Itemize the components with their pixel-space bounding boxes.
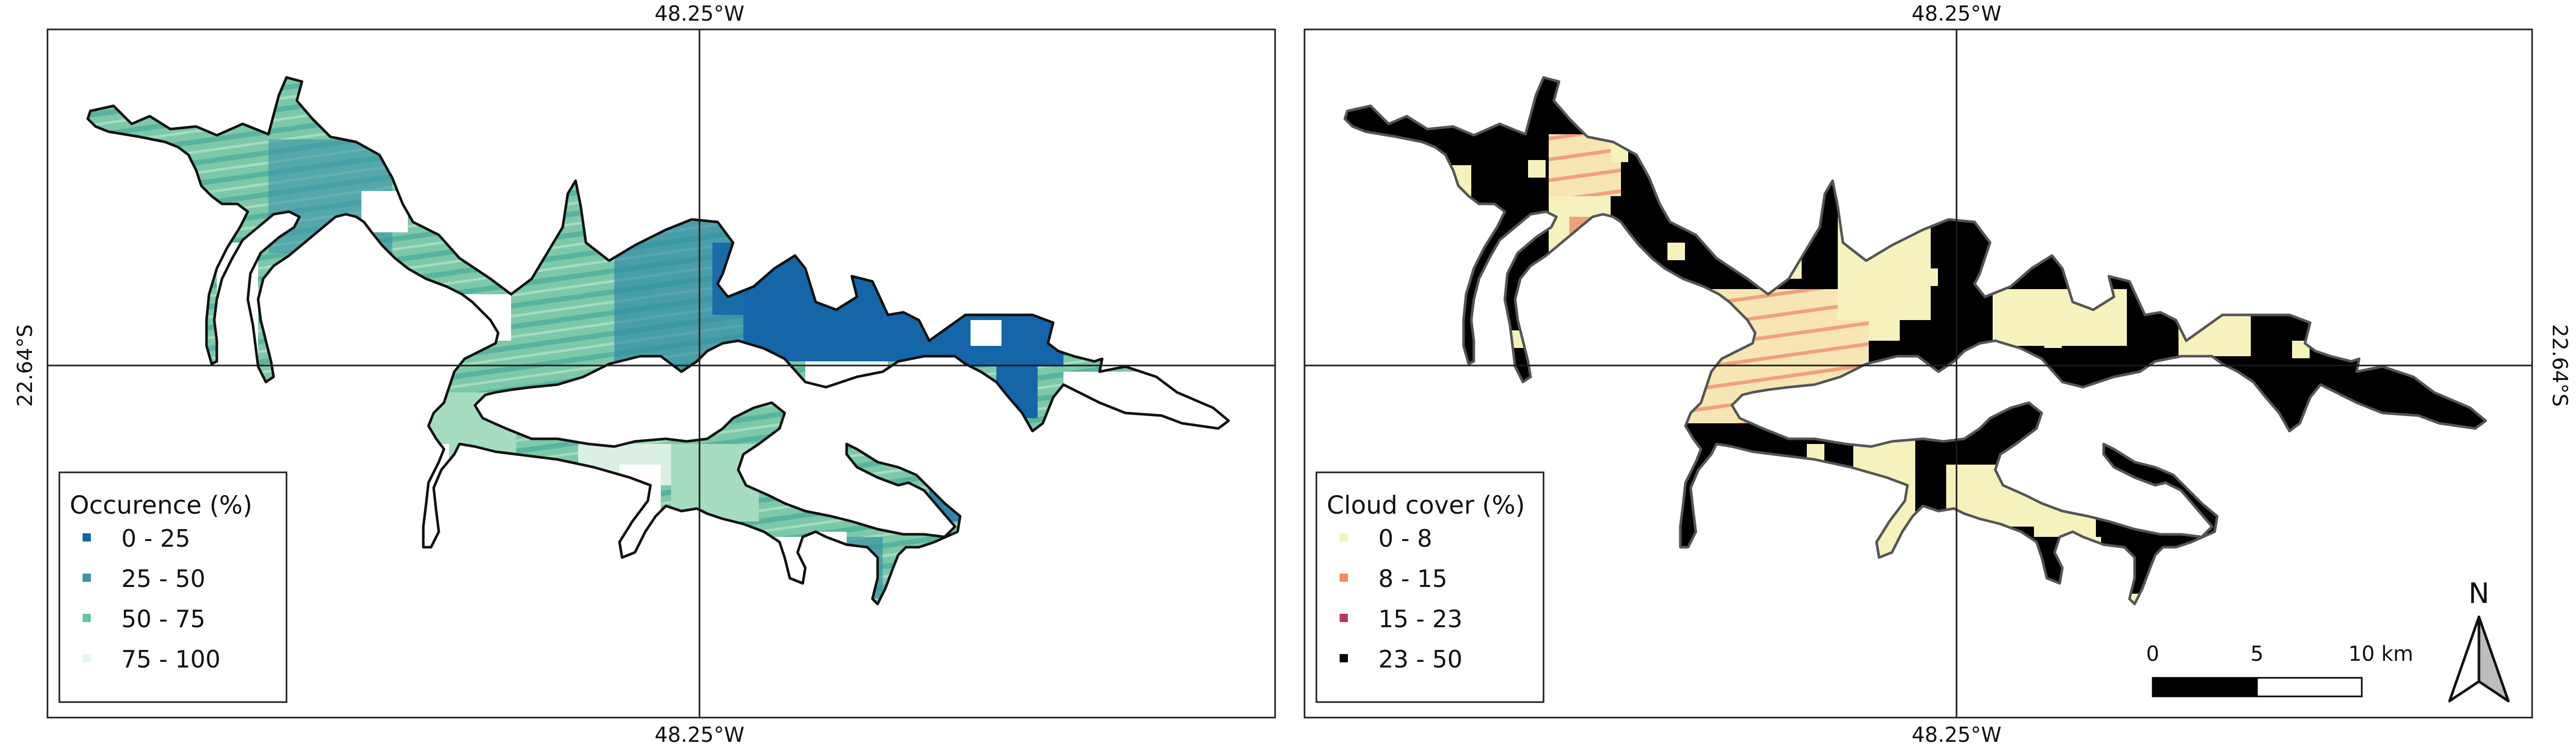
north-label: N: [2469, 577, 2489, 610]
legend-swatch-2: [83, 614, 91, 622]
legend-label-0: 0 - 8: [1378, 525, 1432, 552]
cloud-cover-map-panel: 48.25°W 48.25°W 22.64°S Cloud cover (%) …: [1303, 2, 2571, 747]
legend-swatch-2: [1340, 614, 1348, 622]
legend-swatch-3: [1340, 654, 1348, 662]
legend-title: Occurence (%): [70, 491, 252, 520]
legend-label-1: 8 - 15: [1378, 565, 1448, 593]
legend-label-2: 15 - 23: [1378, 605, 1462, 633]
legend-label-3: 23 - 50: [1378, 645, 1462, 673]
legend-swatch-1: [1340, 574, 1348, 582]
latitude-label: 22.64°S: [13, 324, 37, 407]
scale-bar: 0 5 10 km: [2146, 642, 2413, 697]
legend-swatch-0: [1340, 533, 1348, 542]
legend-swatch-1: [83, 574, 91, 582]
scale-tick-0: 0: [2146, 642, 2159, 666]
north-arrow-icon: N: [2448, 577, 2510, 703]
top-longitude-label: 48.25°W: [655, 2, 744, 26]
legend-swatch-0: [83, 533, 91, 542]
occurrence-legend: Occurence (%) 0 - 25 25 - 50 50 - 75 75 …: [58, 471, 288, 703]
bottom-longitude-label: 48.25°W: [1912, 723, 2001, 747]
occurrence-map-panel: 48.25°W 48.25°W 22.64°S Occurence (%) 0 …: [13, 2, 1276, 747]
legend-label-0: 0 - 25: [121, 525, 190, 552]
bottom-longitude-label: 48.25°W: [655, 723, 744, 747]
scale-tick-1: 5: [2250, 642, 2263, 666]
legend-title: Cloud cover (%): [1327, 491, 1525, 520]
legend-swatch-3: [83, 654, 91, 662]
legend-label-3: 75 - 100: [121, 645, 220, 673]
latitude-label: 22.64°S: [2548, 324, 2571, 407]
top-longitude-label: 48.25°W: [1912, 2, 2001, 26]
cloud-cover-legend: Cloud cover (%) 0 - 8 8 - 15 15 - 23 23 …: [1315, 471, 1545, 703]
scale-tick-2: 10 km: [2348, 642, 2413, 666]
legend-label-1: 25 - 50: [121, 565, 205, 593]
legend-label-2: 50 - 75: [121, 605, 205, 633]
